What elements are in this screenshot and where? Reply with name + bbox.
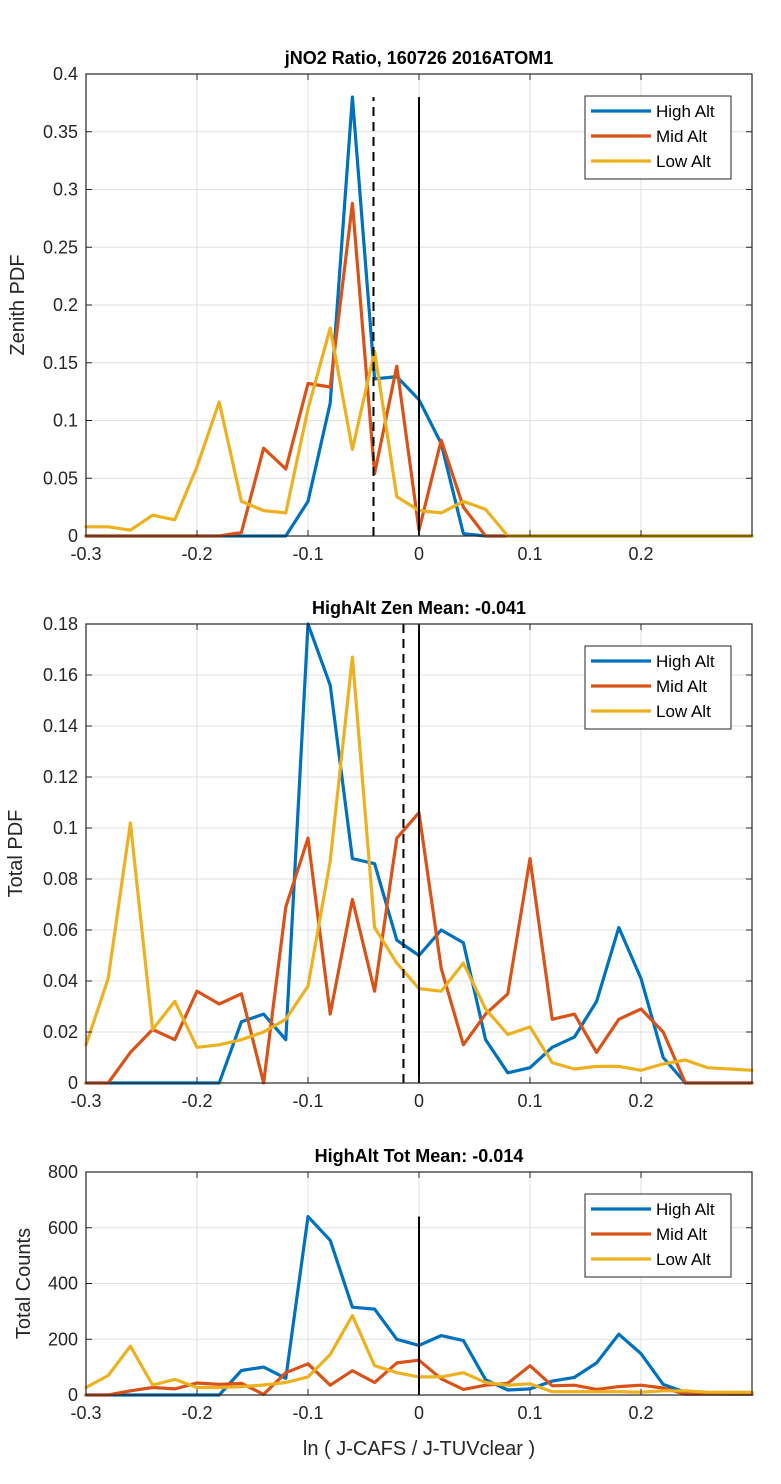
y-tick-label: 0.1 bbox=[53, 818, 78, 838]
y-axis-label: Total PDF bbox=[5, 810, 27, 898]
legend-label: Low Alt bbox=[656, 702, 711, 721]
legend-label: High Alt bbox=[656, 102, 715, 121]
x-tick-label: 0.2 bbox=[628, 544, 653, 564]
y-tick-label: 0.02 bbox=[43, 1022, 78, 1042]
x-tick-label: 0 bbox=[414, 1091, 424, 1111]
legend: High Alt Mid Alt Low Alt bbox=[584, 95, 732, 180]
y-tick-label: 800 bbox=[48, 1162, 78, 1182]
x-tick-label: -0.3 bbox=[70, 1403, 101, 1423]
y-tick-label: 0.2 bbox=[53, 295, 78, 315]
y-tick-label: 400 bbox=[48, 1274, 78, 1294]
y-tick-label: 0.25 bbox=[43, 237, 78, 257]
y-tick-label: 0.3 bbox=[53, 180, 78, 200]
y-axis-label: Zenith PDF bbox=[7, 254, 29, 355]
y-tick-label: 0.14 bbox=[43, 716, 78, 736]
x-tick-label: 0.1 bbox=[517, 1403, 542, 1423]
axes-zenith-pdf: -0.3 -0.2 -0.1 0 0.1 0.2 0 0.05 0.1 0.15 0.2 0.25 0.… bbox=[7, 48, 754, 564]
x-tick-label: 0.1 bbox=[517, 1091, 542, 1111]
x-tick-label: -0.1 bbox=[292, 1091, 323, 1111]
y-tick-label: 600 bbox=[48, 1218, 78, 1238]
y-tick-label: 0 bbox=[68, 526, 78, 546]
axes-total-pdf: -0.3 -0.2 -0.1 0 0.1 0.2 0 0.02 0.04 0.06 0.08 0.1 0… bbox=[5, 598, 754, 1111]
x-tick-label: 0 bbox=[414, 1403, 424, 1423]
y-tick-label: 0.16 bbox=[43, 665, 78, 685]
x-tick-label: -0.2 bbox=[181, 1403, 212, 1423]
legend: High Alt Mid Alt Low Alt bbox=[584, 645, 732, 730]
y-tick-label: 0.06 bbox=[43, 920, 78, 940]
legend-label: High Alt bbox=[656, 1200, 715, 1219]
legend-label: High Alt bbox=[656, 652, 715, 671]
y-tick-label: 0 bbox=[68, 1073, 78, 1093]
y-tick-label: 0.4 bbox=[53, 64, 78, 84]
x-tick-label: -0.3 bbox=[70, 1091, 101, 1111]
y-axis-label: Total Counts bbox=[13, 1228, 35, 1339]
x-tick-label: -0.1 bbox=[292, 1403, 323, 1423]
x-tick-label: -0.3 bbox=[70, 544, 101, 564]
y-tick-label: 0.35 bbox=[43, 122, 78, 142]
legend-label: Low Alt bbox=[656, 1250, 711, 1269]
legend-label: Mid Alt bbox=[656, 677, 707, 696]
legend-label: Mid Alt bbox=[656, 127, 707, 146]
chart-title: HighAlt Zen Mean: -0.041 bbox=[312, 598, 526, 618]
y-tick-label: 0.15 bbox=[43, 353, 78, 373]
y-tick-label: 200 bbox=[48, 1329, 78, 1349]
legend: High Alt Mid Alt Low Alt bbox=[584, 1193, 732, 1278]
y-tick-label: 0.12 bbox=[43, 767, 78, 787]
y-tick-label: 0 bbox=[68, 1385, 78, 1405]
x-tick-label: 0.2 bbox=[628, 1091, 653, 1111]
x-axis-label: ln ( J-CAFS / J-TUVclear ) bbox=[303, 1438, 535, 1460]
y-tick-label: 0.04 bbox=[43, 971, 78, 991]
x-tick-label: 0.2 bbox=[628, 1403, 653, 1423]
x-tick-label: 0.1 bbox=[517, 544, 542, 564]
legend-label: Low Alt bbox=[656, 152, 711, 171]
x-tick-label: -0.2 bbox=[181, 1091, 212, 1111]
y-tick-label: 0.05 bbox=[43, 468, 78, 488]
y-tick-label: 0.08 bbox=[43, 869, 78, 889]
axes-total-counts: -0.3 -0.2 -0.1 0 0.1 0.2 0 200 400 600 800 HighAlt … bbox=[13, 1146, 754, 1460]
chart-title: jNO2 Ratio, 160726 2016ATOM1 bbox=[284, 48, 553, 68]
y-tick-label: 0.1 bbox=[53, 411, 78, 431]
legend-label: Mid Alt bbox=[656, 1225, 707, 1244]
x-tick-label: -0.1 bbox=[292, 544, 323, 564]
x-tick-label: -0.2 bbox=[181, 544, 212, 564]
y-tick-label: 0.18 bbox=[43, 614, 78, 634]
chart-title: HighAlt Tot Mean: -0.014 bbox=[315, 1146, 524, 1166]
x-tick-label: 0 bbox=[414, 544, 424, 564]
